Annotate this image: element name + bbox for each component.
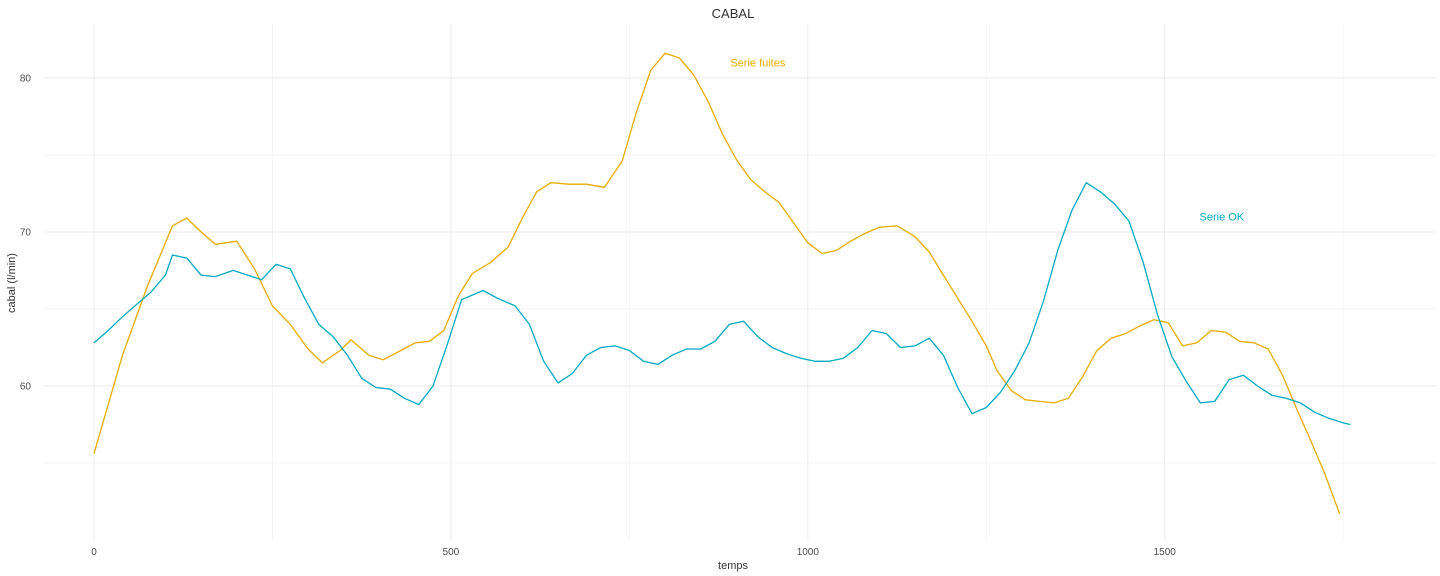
x-tick-label: 1500 xyxy=(1154,547,1177,558)
series-labels: Serie fuites Serie OK xyxy=(730,58,1244,224)
x-tick-label: 1000 xyxy=(797,547,820,558)
y-tick-label: 80 xyxy=(20,73,32,84)
series-group xyxy=(93,52,1351,515)
series-label-serie-fuites: Serie fuites xyxy=(730,58,786,70)
x-axis-title: temps xyxy=(718,560,748,572)
y-axis-title: cabal (l/min) xyxy=(6,253,18,313)
x-tick-label: 500 xyxy=(443,547,460,558)
grid xyxy=(44,24,1436,540)
series-line-serie-fuites xyxy=(93,52,1341,515)
tick-labels: 0 500 1000 1500 60 70 80 xyxy=(20,73,1176,558)
chart-title: CABAL xyxy=(712,6,755,21)
x-tick-label: 0 xyxy=(91,547,97,558)
y-tick-label: 60 xyxy=(20,381,32,392)
series-line-serie-ok xyxy=(93,182,1351,426)
y-tick-label: 70 xyxy=(20,227,32,238)
series-label-serie-ok: Serie OK xyxy=(1200,212,1245,224)
